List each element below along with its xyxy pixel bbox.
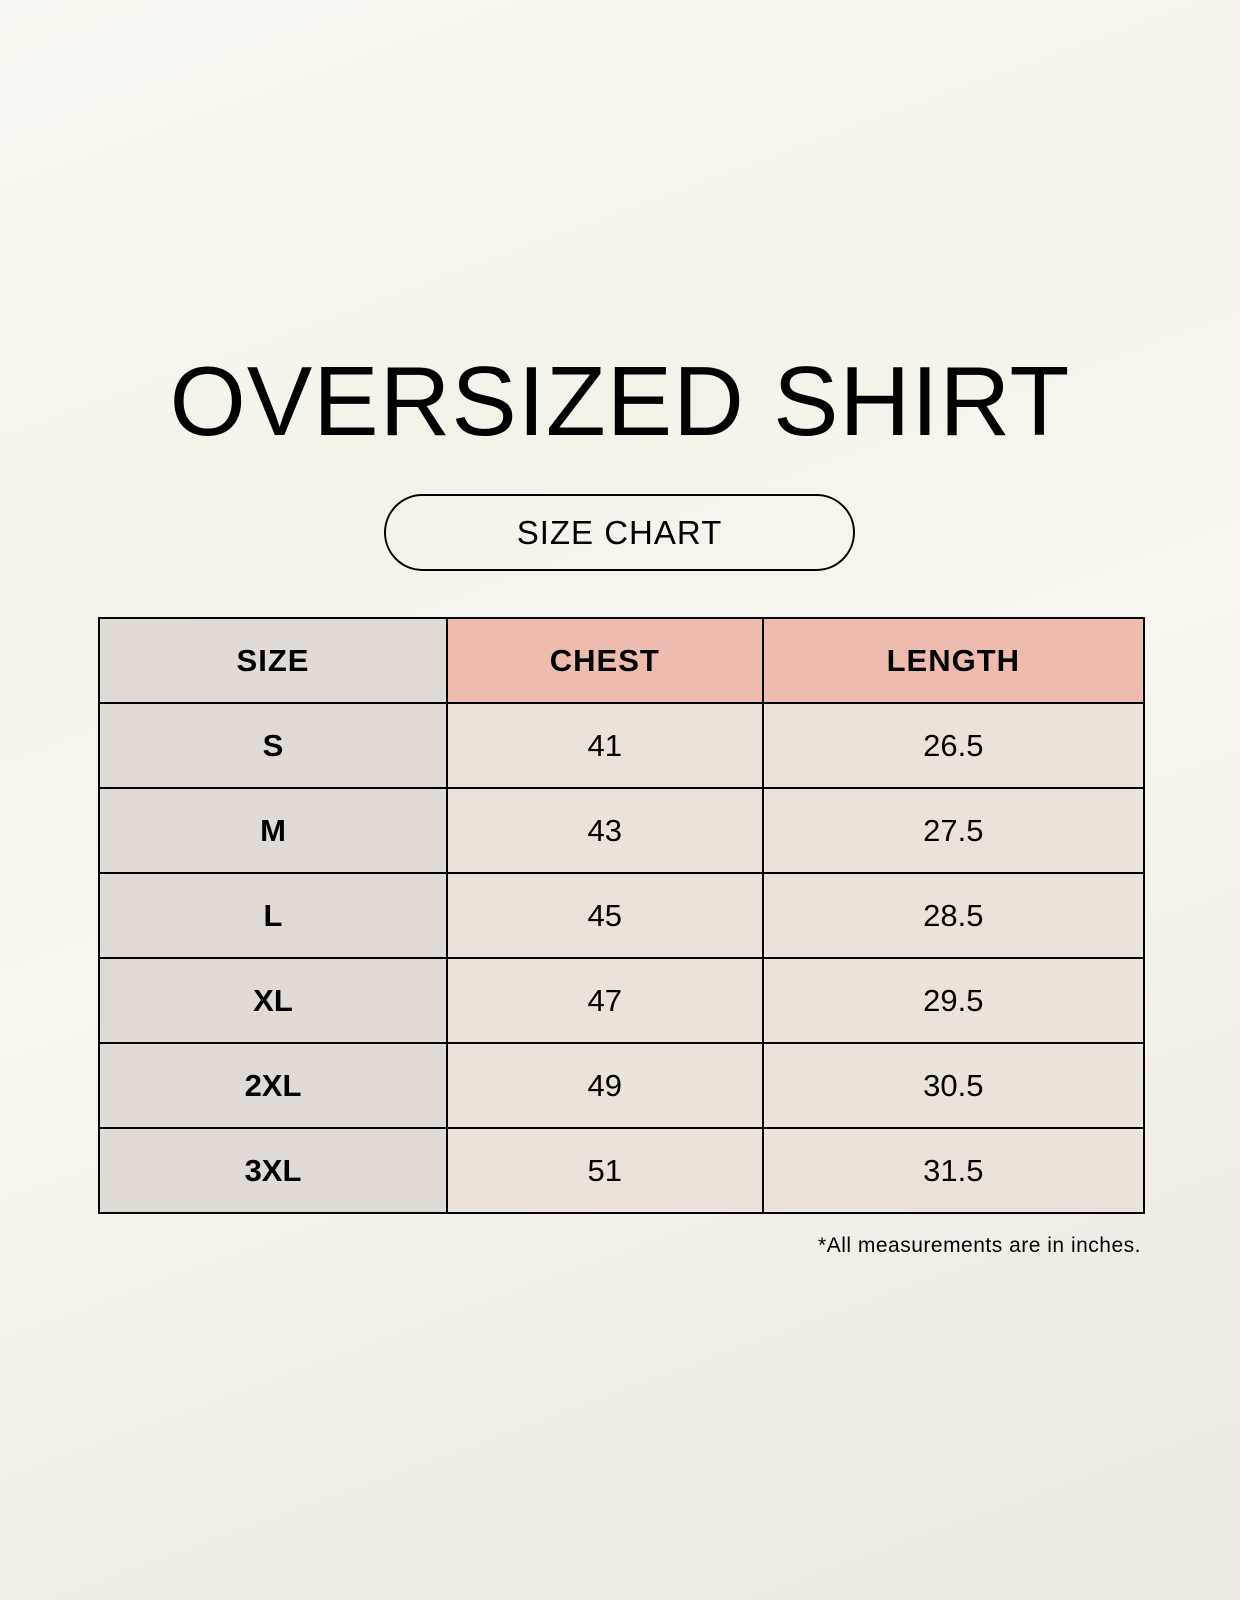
length-cell: 26.5 — [761, 702, 1146, 789]
chest-cell: 51 — [445, 1127, 764, 1214]
chest-cell: 45 — [445, 872, 764, 959]
length-cell: 31.5 — [761, 1127, 1146, 1214]
size-cell: S — [98, 702, 448, 789]
length-cell: 29.5 — [761, 957, 1146, 1044]
size-cell: L — [98, 872, 448, 959]
table-row: L 45 28.5 — [98, 872, 1146, 959]
size-table: SIZE CHEST LENGTH S 41 26.5 M 43 27.5 L 45 28.5 X… — [98, 617, 1146, 1214]
size-chart-badge: SIZE CHART — [384, 494, 855, 571]
header-chest: CHEST — [445, 617, 764, 704]
chest-cell: 47 — [445, 957, 764, 1044]
chest-cell: 41 — [445, 702, 764, 789]
length-cell: 28.5 — [761, 872, 1146, 959]
length-cell: 27.5 — [761, 787, 1146, 874]
footnote: *All measurements are in inches. — [818, 1234, 1141, 1257]
table-row: 2XL 49 30.5 — [98, 1042, 1146, 1129]
size-cell: 2XL — [98, 1042, 448, 1129]
chest-cell: 43 — [445, 787, 764, 874]
header-length: LENGTH — [761, 617, 1146, 704]
page-title: OVERSIZED SHIRT — [169, 346, 1071, 456]
chest-cell: 49 — [445, 1042, 764, 1129]
length-cell: 30.5 — [761, 1042, 1146, 1129]
table-row: S 41 26.5 — [98, 702, 1146, 789]
table-row: XL 47 29.5 — [98, 957, 1146, 1044]
table-header-row: SIZE CHEST LENGTH — [98, 617, 1146, 704]
table-row: M 43 27.5 — [98, 787, 1146, 874]
size-cell: M — [98, 787, 448, 874]
table-row: 3XL 51 31.5 — [98, 1127, 1146, 1214]
size-cell: XL — [98, 957, 448, 1044]
header-size: SIZE — [98, 617, 448, 704]
size-cell: 3XL — [98, 1127, 448, 1214]
